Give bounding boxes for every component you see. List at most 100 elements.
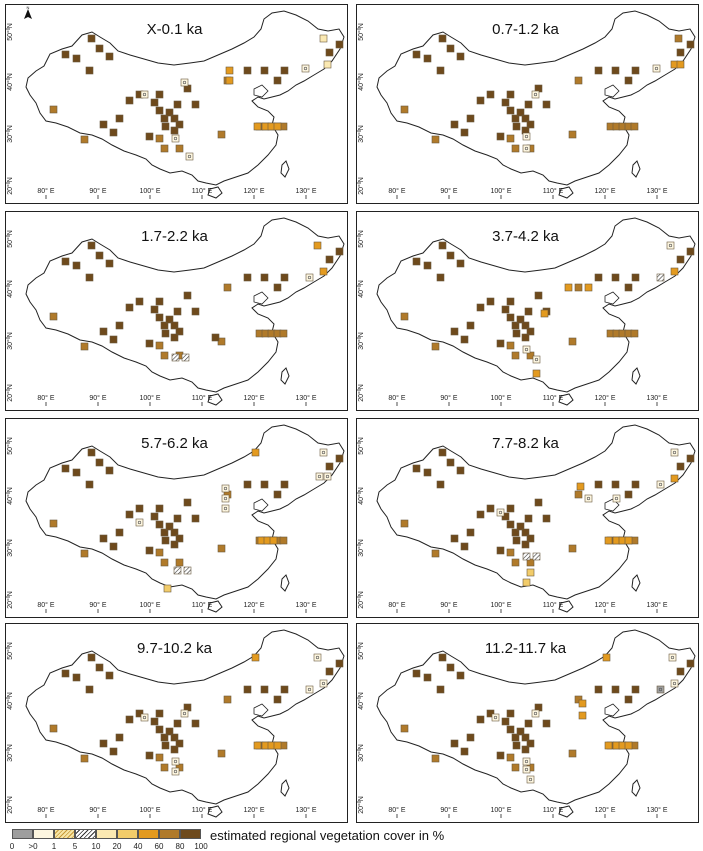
vegetation-cell (225, 76, 234, 85)
vegetation-cell (175, 144, 184, 153)
vegetation-cell (335, 659, 344, 668)
lat-label: 40° N (6, 280, 14, 298)
panel-title: 11.2-11.7 ka (484, 640, 567, 657)
vegetation-cell (460, 128, 469, 137)
vegetation-cell (280, 66, 289, 75)
lon-label: 110° E (543, 394, 564, 402)
vegetation-cell (476, 715, 485, 724)
vegetation-cell (325, 48, 334, 57)
vegetation-cell (501, 512, 510, 521)
vegetation-cell (400, 312, 409, 321)
lon-label: 130° E (646, 806, 667, 814)
hainan-outline (207, 393, 223, 406)
vegetation-cell (135, 709, 144, 718)
vegetation-cell (611, 66, 620, 75)
lat-label: 50° N (357, 230, 365, 248)
vegetation-cell (574, 695, 583, 704)
lon-label: 100° E (139, 806, 160, 814)
lon-label: 130° E (295, 187, 316, 195)
vegetation-cell (438, 241, 447, 250)
vegetation-cell (319, 34, 328, 43)
vegetation-cell (95, 44, 104, 53)
vegetation-cell (280, 685, 289, 694)
vegetation-cell (450, 120, 459, 129)
lon-label: 110° E (192, 601, 213, 609)
vegetation-cell (140, 713, 149, 722)
vegetation-cell (170, 321, 179, 330)
vegetation-cell (87, 34, 96, 43)
vegetation-cell (150, 717, 159, 726)
lon-label: 120° E (594, 394, 615, 402)
hainan-outline (558, 393, 574, 406)
vegetation-cell (611, 273, 620, 282)
vegetation-cell (217, 337, 226, 346)
legend-tick-label: 40 (133, 842, 143, 851)
lon-label: 120° E (594, 806, 615, 814)
vegetation-cell (150, 98, 159, 107)
vegetation-cell (506, 725, 515, 734)
vegetation-cell (612, 494, 621, 503)
lon-label: 80° E (388, 187, 406, 195)
lon-label: 90° E (89, 394, 107, 402)
vegetation-cell (95, 663, 104, 672)
vegetation-cell (105, 52, 114, 61)
vegetation-cell (155, 753, 164, 762)
lon-label: 90° E (440, 187, 458, 195)
lon-label: 120° E (243, 806, 264, 814)
lon-label: 130° E (646, 394, 667, 402)
vegetation-cell (542, 514, 551, 523)
vegetation-cell (630, 122, 639, 131)
legend-swatch (96, 829, 117, 839)
vegetation-cell (99, 327, 108, 336)
vegetation-cell (438, 448, 447, 457)
vegetation-cell (191, 719, 200, 728)
map-panel-7: 80° E 90° E 100° E 110° E 120° E 130° E 50° N 4… (5, 623, 348, 823)
vegetation-cell (631, 480, 640, 489)
vegetation-cell (150, 512, 159, 521)
vegetation-cell (512, 536, 521, 545)
lon-label: 80° E (388, 601, 406, 609)
vegetation-cell (115, 321, 124, 330)
vegetation-cell (431, 135, 440, 144)
vegetation-cell (568, 337, 577, 346)
vegetation-cell (604, 536, 613, 545)
cell-marker (524, 347, 529, 352)
legend-tick-label: 0 (9, 842, 15, 851)
lon-label: 130° E (295, 394, 316, 402)
vegetation-cell (412, 669, 421, 678)
cell-marker (533, 711, 538, 716)
vegetation-cell (516, 522, 525, 531)
vegetation-cell (438, 653, 447, 662)
vegetation-cell (80, 549, 89, 558)
vegetation-cell (109, 747, 118, 756)
vegetation-cell (584, 283, 593, 292)
vegetation-cell (668, 653, 677, 662)
vegetation-cell (95, 251, 104, 260)
panel-title: 1.7-2.2 ka (141, 228, 208, 245)
map-panel-3: 80° E 90° E 100° E 110° E 120° E 130° E 50° N 4… (5, 211, 348, 411)
vegetation-cell (135, 504, 144, 513)
vegetation-cell (624, 741, 633, 750)
bohai-outline (604, 84, 620, 98)
legend-title: estimated regional vegetation cover in % (210, 828, 445, 843)
vegetation-cell (574, 76, 583, 85)
map-svg: 80° E 90° E 100° E 110° E 120° E 130° E 50° N 4… (357, 424, 696, 613)
vegetation-cell (460, 542, 469, 551)
vegetation-cell (476, 96, 485, 105)
lat-label: 20° N (357, 384, 365, 402)
lon-label: 100° E (490, 806, 511, 814)
vegetation-cell (604, 741, 613, 750)
vegetation-cell (522, 144, 531, 153)
cell-marker (524, 134, 529, 139)
vegetation-cell (491, 713, 500, 722)
lat-label: 30° N (357, 332, 365, 350)
map-svg: 80° E 90° E 100° E 110° E 120° E 130° E 50° N 4… (357, 629, 696, 818)
vegetation-cell (61, 464, 70, 473)
vegetation-cell (170, 528, 179, 537)
lat-label: 50° N (6, 230, 14, 248)
vegetation-cell (183, 566, 192, 575)
vegetation-cell (686, 40, 695, 49)
cell-marker (315, 655, 320, 660)
cell-marker (321, 681, 326, 686)
vegetation-cell (170, 333, 179, 342)
